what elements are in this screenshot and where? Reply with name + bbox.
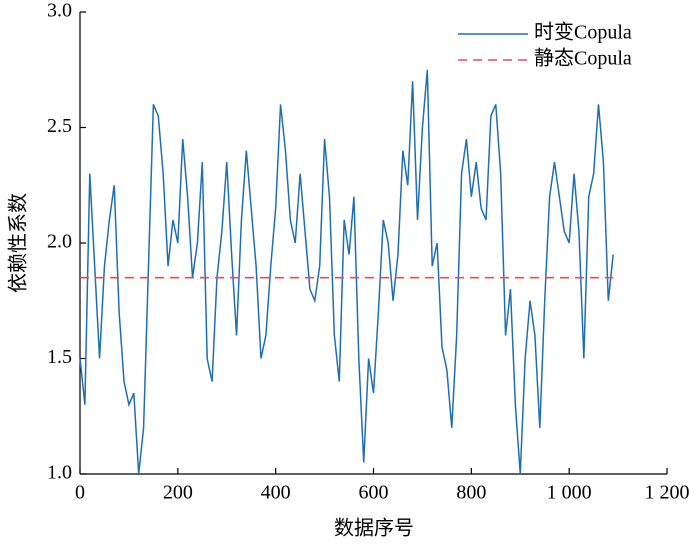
x-tick-label: 800 — [456, 482, 486, 504]
x-axis-label: 数据序号 — [334, 517, 414, 540]
x-tick-label: 200 — [163, 482, 193, 504]
y-tick-label: 3.0 — [47, 0, 72, 22]
y-tick-label: 1.5 — [47, 346, 72, 368]
x-tick-label: 1 000 — [547, 482, 592, 504]
x-tick-label: 0 — [75, 482, 85, 504]
x-tick-label: 1 200 — [645, 482, 690, 504]
y-tick-label: 2.5 — [47, 115, 72, 137]
legend-label: 时变Copula — [534, 21, 632, 44]
y-tick-label: 2.0 — [47, 231, 72, 253]
x-tick-label: 400 — [261, 482, 291, 504]
x-tick-label: 600 — [359, 482, 389, 504]
series-line — [79, 69, 614, 475]
y-axis-label: 依赖性系数 — [7, 193, 30, 293]
y-tick-label: 1.0 — [47, 462, 72, 484]
legend-label: 静态Copula — [534, 47, 632, 70]
